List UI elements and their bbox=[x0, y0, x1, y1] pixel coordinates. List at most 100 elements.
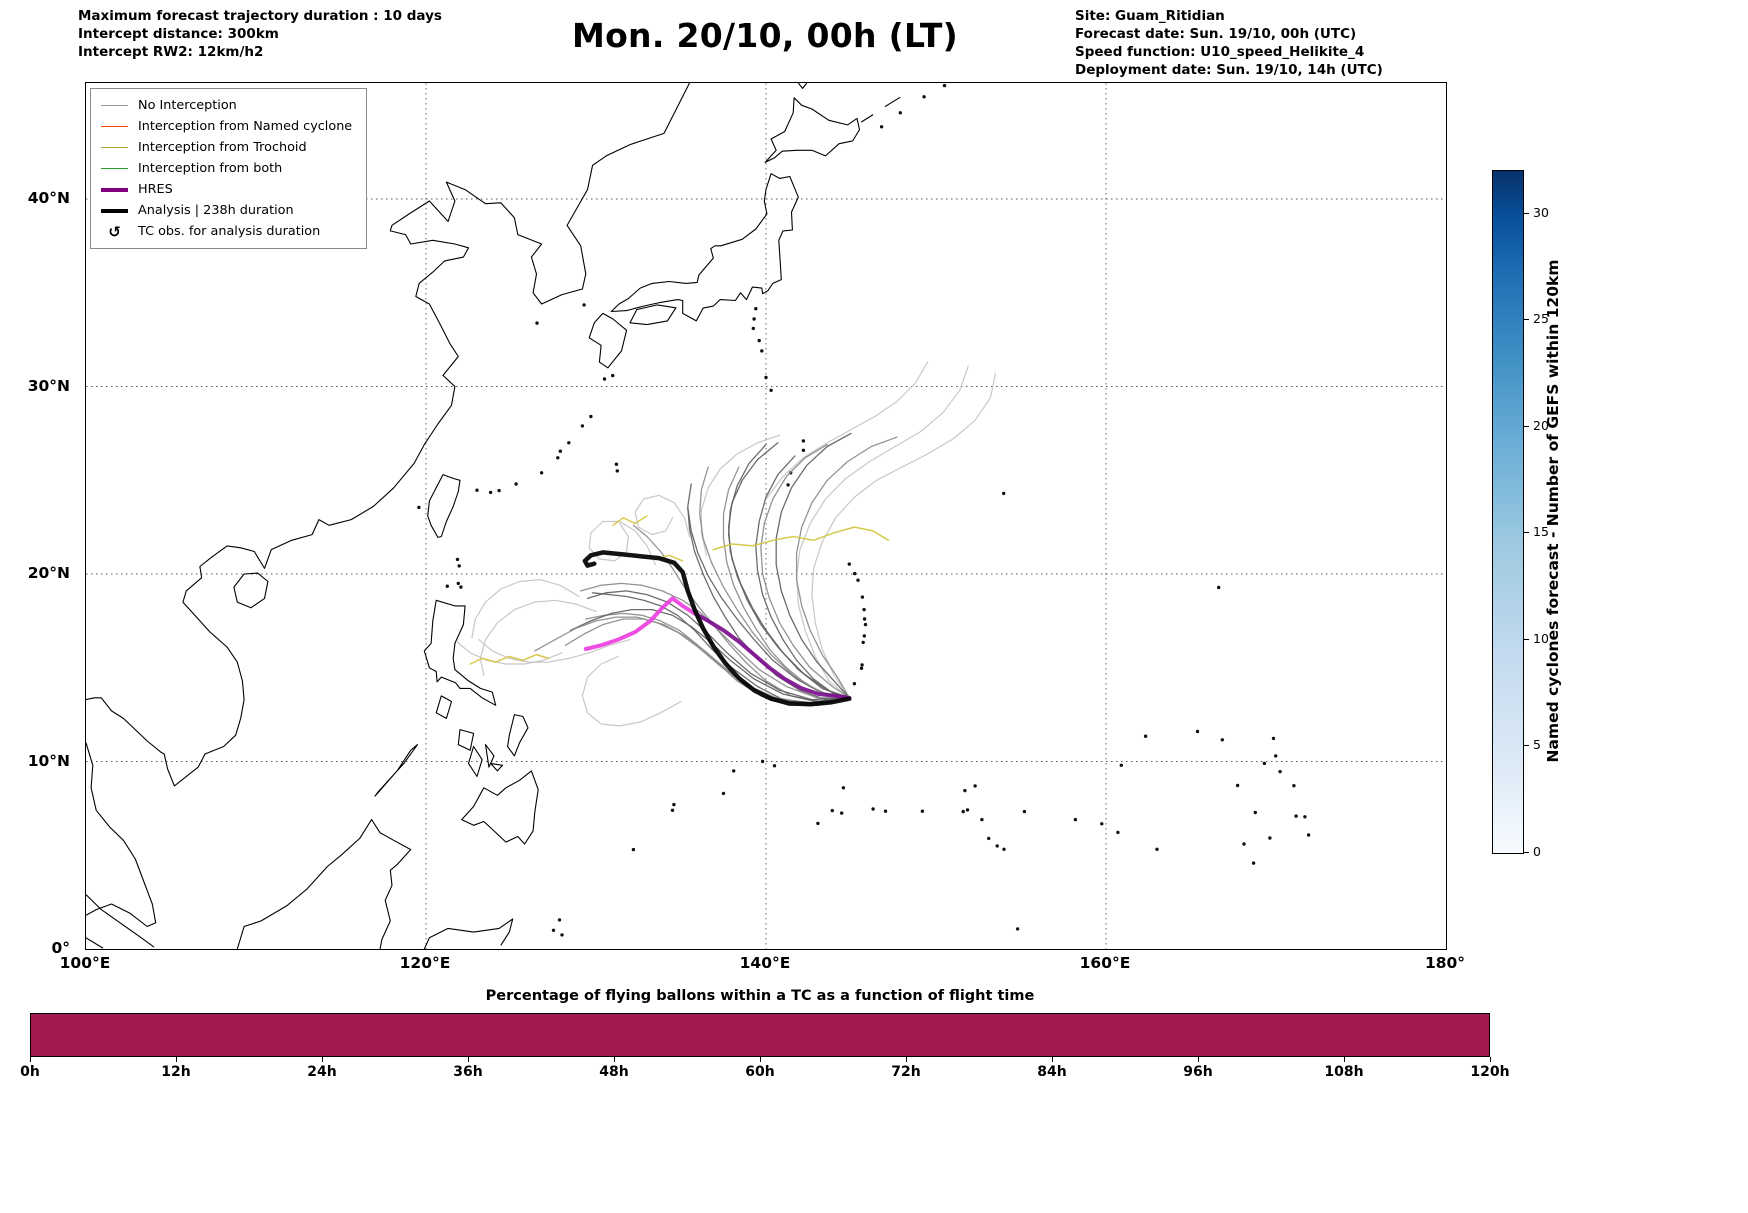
trajectory-gefs-light-02 bbox=[811, 372, 997, 699]
coastline-asia-mainland bbox=[86, 83, 690, 787]
trajectory-gefs-03 bbox=[687, 483, 850, 701]
island-dot bbox=[602, 377, 607, 381]
param-intercept-rw2: Intercept RW2: 12km/h2 bbox=[78, 44, 264, 61]
coastline-luzon bbox=[423, 599, 497, 706]
trajectory-gefs-07 bbox=[569, 608, 850, 703]
bottom-axis-tickmark bbox=[1052, 1057, 1053, 1062]
map-gridlines bbox=[86, 83, 1446, 949]
tc-obs-icon: ↺ bbox=[108, 222, 121, 241]
island-dot bbox=[1235, 783, 1240, 788]
coastline-taiwan bbox=[427, 474, 461, 538]
island-dot bbox=[1271, 736, 1276, 741]
x-tick-label: 180° bbox=[1424, 954, 1466, 972]
colorbar-tickmark bbox=[1523, 212, 1529, 214]
island-dot bbox=[1292, 784, 1296, 788]
legend-item: HRES bbox=[101, 179, 352, 200]
island-dot bbox=[497, 488, 501, 493]
island-dot bbox=[1022, 809, 1027, 814]
colorbar-tick-label: 15 bbox=[1533, 524, 1549, 540]
island-dot bbox=[862, 617, 867, 621]
bottom-bar-fill bbox=[31, 1014, 1489, 1056]
trajectory-gefs-08 bbox=[580, 582, 850, 699]
island-dot bbox=[862, 607, 866, 612]
param-max-duration: Maximum forecast trajectory duration : 1… bbox=[78, 8, 442, 24]
island-dot bbox=[769, 388, 773, 392]
legend-line-swatch bbox=[101, 147, 128, 148]
bottom-axis-tick-label: 36h bbox=[453, 1064, 483, 1080]
island-dot bbox=[1262, 761, 1267, 766]
trajectory-gefs-17 bbox=[727, 442, 850, 699]
bottom-axis-tickmark bbox=[1344, 1057, 1345, 1062]
island-dot bbox=[862, 634, 866, 638]
island-dot bbox=[859, 666, 864, 670]
colorbar-tick-label: 25 bbox=[1533, 311, 1549, 327]
bottom-axis-tickmark bbox=[468, 1057, 469, 1062]
island-dot bbox=[1073, 817, 1078, 822]
y-axis-tick-labels: 0° 10°N 20°N 30°N 40°N bbox=[0, 82, 78, 957]
trajectory-gefs-light-11 bbox=[581, 655, 682, 727]
coastline-hainan bbox=[233, 572, 269, 609]
island-dot bbox=[488, 490, 493, 495]
island-dot bbox=[417, 505, 421, 510]
island-dot bbox=[1268, 836, 1272, 840]
x-tick-label: 120°E bbox=[399, 954, 451, 972]
colorbar-tick-label: 10 bbox=[1533, 630, 1549, 646]
coastline-cebu bbox=[484, 744, 495, 768]
x-tick-label: 160°E bbox=[1079, 954, 1131, 972]
legend: No Interception Interception from Named c… bbox=[90, 88, 368, 249]
legend-line-swatch bbox=[101, 168, 128, 169]
island-dot bbox=[556, 456, 560, 460]
legend-item: Interception from both bbox=[101, 158, 352, 179]
island-dot bbox=[751, 326, 755, 331]
island-dot bbox=[995, 844, 999, 848]
island-dot bbox=[841, 786, 846, 790]
y-tick-label: 20°N bbox=[27, 564, 70, 582]
y-tick-label: 10°N bbox=[27, 751, 70, 770]
bottom-bar-chart bbox=[30, 1013, 1490, 1057]
island-dot bbox=[672, 802, 676, 807]
island-dot bbox=[721, 791, 726, 796]
island-dots bbox=[417, 83, 1311, 937]
island-dot bbox=[1119, 763, 1124, 767]
island-dot bbox=[860, 595, 865, 599]
coastline-panay bbox=[457, 729, 475, 751]
island-dot bbox=[1274, 754, 1278, 758]
colorbar-tick-label: 30 bbox=[1533, 204, 1549, 220]
island-dot bbox=[942, 83, 947, 88]
info-speed-function: Speed function: U10_speed_Helikite_4 bbox=[1075, 44, 1365, 61]
island-dot bbox=[445, 584, 449, 588]
coastline-bohol bbox=[490, 762, 504, 772]
island-dot bbox=[754, 307, 758, 311]
island-dot bbox=[863, 622, 868, 627]
map-svg bbox=[86, 83, 1446, 949]
island-dot bbox=[1143, 734, 1148, 738]
legend-item-label: Interception from both bbox=[138, 161, 283, 176]
island-dot bbox=[861, 640, 865, 645]
coastline-kyushu bbox=[588, 312, 628, 369]
island-dot bbox=[1217, 585, 1221, 590]
island-dot bbox=[1303, 815, 1307, 819]
bottom-axis-tickmark bbox=[322, 1057, 323, 1062]
bottom-axis-tickmark bbox=[30, 1057, 31, 1062]
colorbar bbox=[1492, 170, 1524, 854]
island-dot bbox=[557, 918, 562, 922]
island-dot bbox=[1155, 847, 1159, 851]
trajectory-gefs-12 bbox=[760, 443, 850, 699]
island-dot bbox=[670, 808, 675, 812]
param-intercept-distance: Intercept distance: 300km bbox=[78, 26, 279, 43]
island-dot bbox=[920, 809, 925, 813]
island-dot bbox=[860, 663, 864, 667]
trajectory-trochoid-02 bbox=[712, 526, 890, 551]
coastlines bbox=[86, 83, 901, 949]
y-tick-label: 40°N bbox=[27, 189, 70, 207]
bottom-axis-tick-label: 0h bbox=[20, 1064, 40, 1080]
trajectory-gefs-13 bbox=[586, 590, 850, 701]
island-dot bbox=[840, 811, 844, 815]
legend-item-label: HRES bbox=[138, 182, 173, 197]
bottom-axis-tick-label: 84h bbox=[1037, 1064, 1067, 1080]
legend-item: Interception from Named cyclone bbox=[101, 116, 352, 137]
island-dot bbox=[1015, 927, 1020, 931]
trajectory-gefs-16 bbox=[534, 616, 850, 705]
island-dot bbox=[801, 439, 806, 443]
island-dot bbox=[535, 321, 539, 325]
